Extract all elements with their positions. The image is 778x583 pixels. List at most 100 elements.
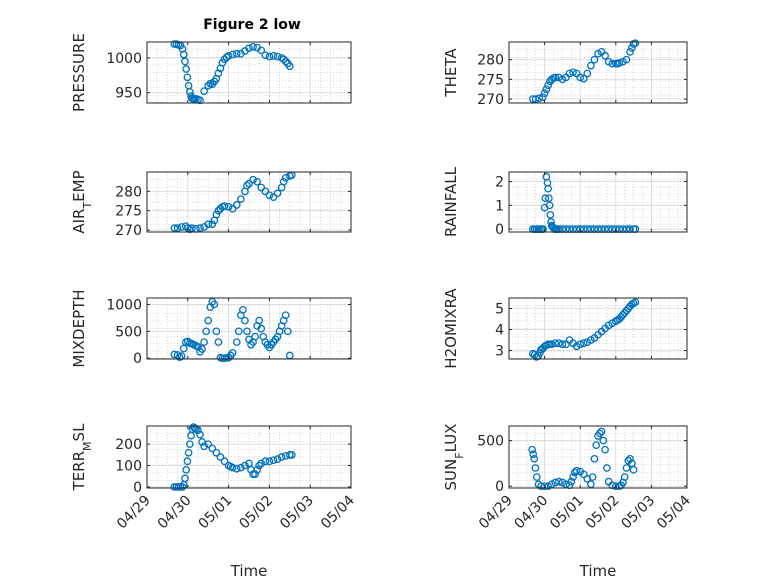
data-point xyxy=(579,339,588,348)
ytick-label: 100 xyxy=(115,459,142,475)
ytick-label: 270 xyxy=(477,92,504,108)
subplot-mixdepth: 0 500 1000 MIXDEPTH xyxy=(70,289,352,368)
data-point xyxy=(257,459,266,468)
data-point xyxy=(212,210,221,219)
data-point xyxy=(241,316,249,325)
data-point xyxy=(255,461,264,470)
ylabel: PRESSURE xyxy=(70,33,88,112)
data-point xyxy=(224,52,233,60)
data-point xyxy=(273,52,282,61)
data-point xyxy=(538,93,547,101)
data-point xyxy=(579,74,588,83)
data-point xyxy=(273,455,282,463)
data-point xyxy=(269,52,278,60)
data-point xyxy=(228,204,237,213)
data-point xyxy=(257,324,266,333)
data-point xyxy=(588,473,597,481)
xtick-label: 04/30 xyxy=(155,493,195,533)
subplot-h2omixra: 3 4 5 H2OMIXRA xyxy=(442,288,688,369)
data-point xyxy=(239,305,247,314)
data-point xyxy=(532,473,541,481)
data-point xyxy=(251,332,259,341)
subplot-theta: 270 275 280 THETA xyxy=(442,39,688,108)
data-point xyxy=(253,177,262,186)
data-point xyxy=(173,224,182,232)
data-point xyxy=(261,457,270,466)
data-point xyxy=(232,201,241,209)
data-point xyxy=(214,69,223,78)
data-point xyxy=(554,477,563,486)
data-point xyxy=(179,50,188,59)
data-point xyxy=(196,430,204,439)
data-point xyxy=(204,440,213,449)
data-point xyxy=(243,327,251,336)
data-point xyxy=(569,473,577,481)
data-point xyxy=(196,224,204,232)
data-point xyxy=(232,49,241,58)
data-point xyxy=(253,465,262,474)
data-point xyxy=(590,454,599,463)
data-point xyxy=(257,183,266,192)
data-point xyxy=(228,348,237,357)
data-point xyxy=(234,327,243,336)
data-point xyxy=(542,85,551,94)
figure-title: Figure 2 low xyxy=(203,17,301,33)
data-point xyxy=(200,442,208,451)
data-point xyxy=(183,337,192,346)
xlabel: Time xyxy=(579,562,617,580)
data-point xyxy=(265,457,274,466)
data-point xyxy=(200,338,208,346)
ylabel: SUNFLUX xyxy=(442,424,466,491)
data-point xyxy=(236,195,245,203)
xtick-label: 05/03 xyxy=(618,493,658,533)
data-point xyxy=(273,189,282,198)
data-point xyxy=(212,327,221,336)
data-point xyxy=(626,47,634,56)
xtick-label: 05/02 xyxy=(583,493,623,533)
axes-box xyxy=(146,171,352,233)
data-point xyxy=(631,298,640,307)
data-point xyxy=(173,351,182,359)
ytick-label: 1000 xyxy=(106,51,142,67)
ytick-label: 5 xyxy=(495,302,504,318)
data-point xyxy=(571,468,579,477)
data-point xyxy=(631,39,640,48)
xlabel: Time xyxy=(230,562,268,580)
ytick-label: 0 xyxy=(133,351,142,367)
data-point xyxy=(269,456,278,465)
data-point xyxy=(182,465,191,474)
ytick-label: 500 xyxy=(477,434,504,450)
ytick-label: 1 xyxy=(495,198,504,214)
data-point xyxy=(265,52,274,61)
data-point xyxy=(245,44,253,53)
data-point xyxy=(183,73,192,82)
data-point xyxy=(281,311,290,320)
data-point xyxy=(601,51,609,60)
data-point xyxy=(181,57,189,66)
ytick-label: 280 xyxy=(477,53,504,69)
ytick-label: 2 xyxy=(495,175,504,191)
data-point xyxy=(182,65,191,73)
data-point xyxy=(204,316,213,325)
data-point xyxy=(626,454,634,463)
subplot-rainfall: 0 1 2 RAINFALL xyxy=(442,166,688,238)
data-point xyxy=(232,464,241,473)
xtick-label: 05/04 xyxy=(654,492,694,532)
data-point xyxy=(592,441,601,449)
data-point xyxy=(277,453,286,461)
data-point xyxy=(601,445,609,454)
data-point xyxy=(599,436,608,445)
data-point xyxy=(540,482,549,491)
xtick-label: 05/04 xyxy=(318,492,358,532)
data-point xyxy=(183,457,192,466)
data-point xyxy=(269,193,278,202)
data-point xyxy=(200,87,208,96)
data-point xyxy=(627,44,636,52)
data-point xyxy=(285,62,294,71)
data-point xyxy=(531,95,540,103)
data-point xyxy=(620,473,629,481)
data-point xyxy=(204,81,213,90)
data-point xyxy=(198,345,206,353)
ytick-label: 0 xyxy=(133,480,142,496)
